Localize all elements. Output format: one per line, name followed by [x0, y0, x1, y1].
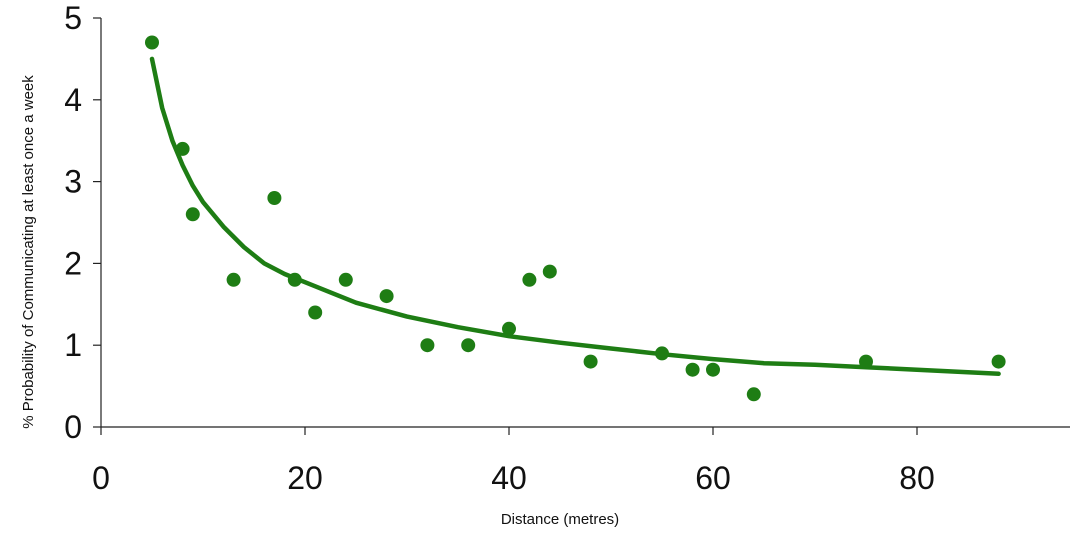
data-point — [583, 354, 598, 369]
data-point — [308, 305, 323, 320]
data-point — [185, 207, 200, 222]
data-point — [706, 362, 720, 377]
y-axis-title: % Probability of Communicating at least … — [20, 75, 37, 429]
y-tick-label: 0 — [64, 409, 82, 445]
data-point — [267, 191, 282, 205]
x-axis-title: Distance (metres) — [501, 511, 619, 528]
x-tick-label: 40 — [491, 460, 527, 496]
data-point — [461, 338, 476, 353]
y-tick-label: 5 — [64, 0, 82, 36]
trend-line-group — [149, 56, 1001, 377]
x-tick-label: 20 — [287, 460, 323, 496]
y-tick-label: 4 — [64, 82, 82, 118]
y-tick-label: 2 — [64, 245, 82, 281]
axes — [93, 17, 1070, 435]
x-tick-label: 60 — [695, 460, 731, 496]
data-point — [287, 272, 302, 287]
tick-labels: 0 1 2 3 4 5 0 20 40 60 80 — [64, 0, 935, 496]
data-point — [859, 354, 873, 369]
data-point — [685, 362, 700, 377]
data-point — [542, 264, 557, 279]
data-point — [175, 141, 190, 156]
data-points — [145, 35, 1006, 402]
x-tick-label: 80 — [899, 460, 935, 496]
y-tick-label: 1 — [64, 327, 82, 363]
x-tick-label: 0 — [92, 460, 110, 496]
data-point — [145, 35, 159, 50]
data-point — [746, 387, 761, 402]
data-point — [379, 289, 394, 304]
data-point — [420, 338, 435, 353]
data-point — [522, 272, 537, 287]
data-point — [655, 346, 669, 361]
data-point — [991, 354, 1006, 369]
y-tick-label: 3 — [64, 164, 82, 200]
data-point — [502, 321, 516, 336]
data-point — [226, 272, 241, 287]
data-point — [338, 272, 353, 287]
trend-line — [149, 56, 1001, 377]
